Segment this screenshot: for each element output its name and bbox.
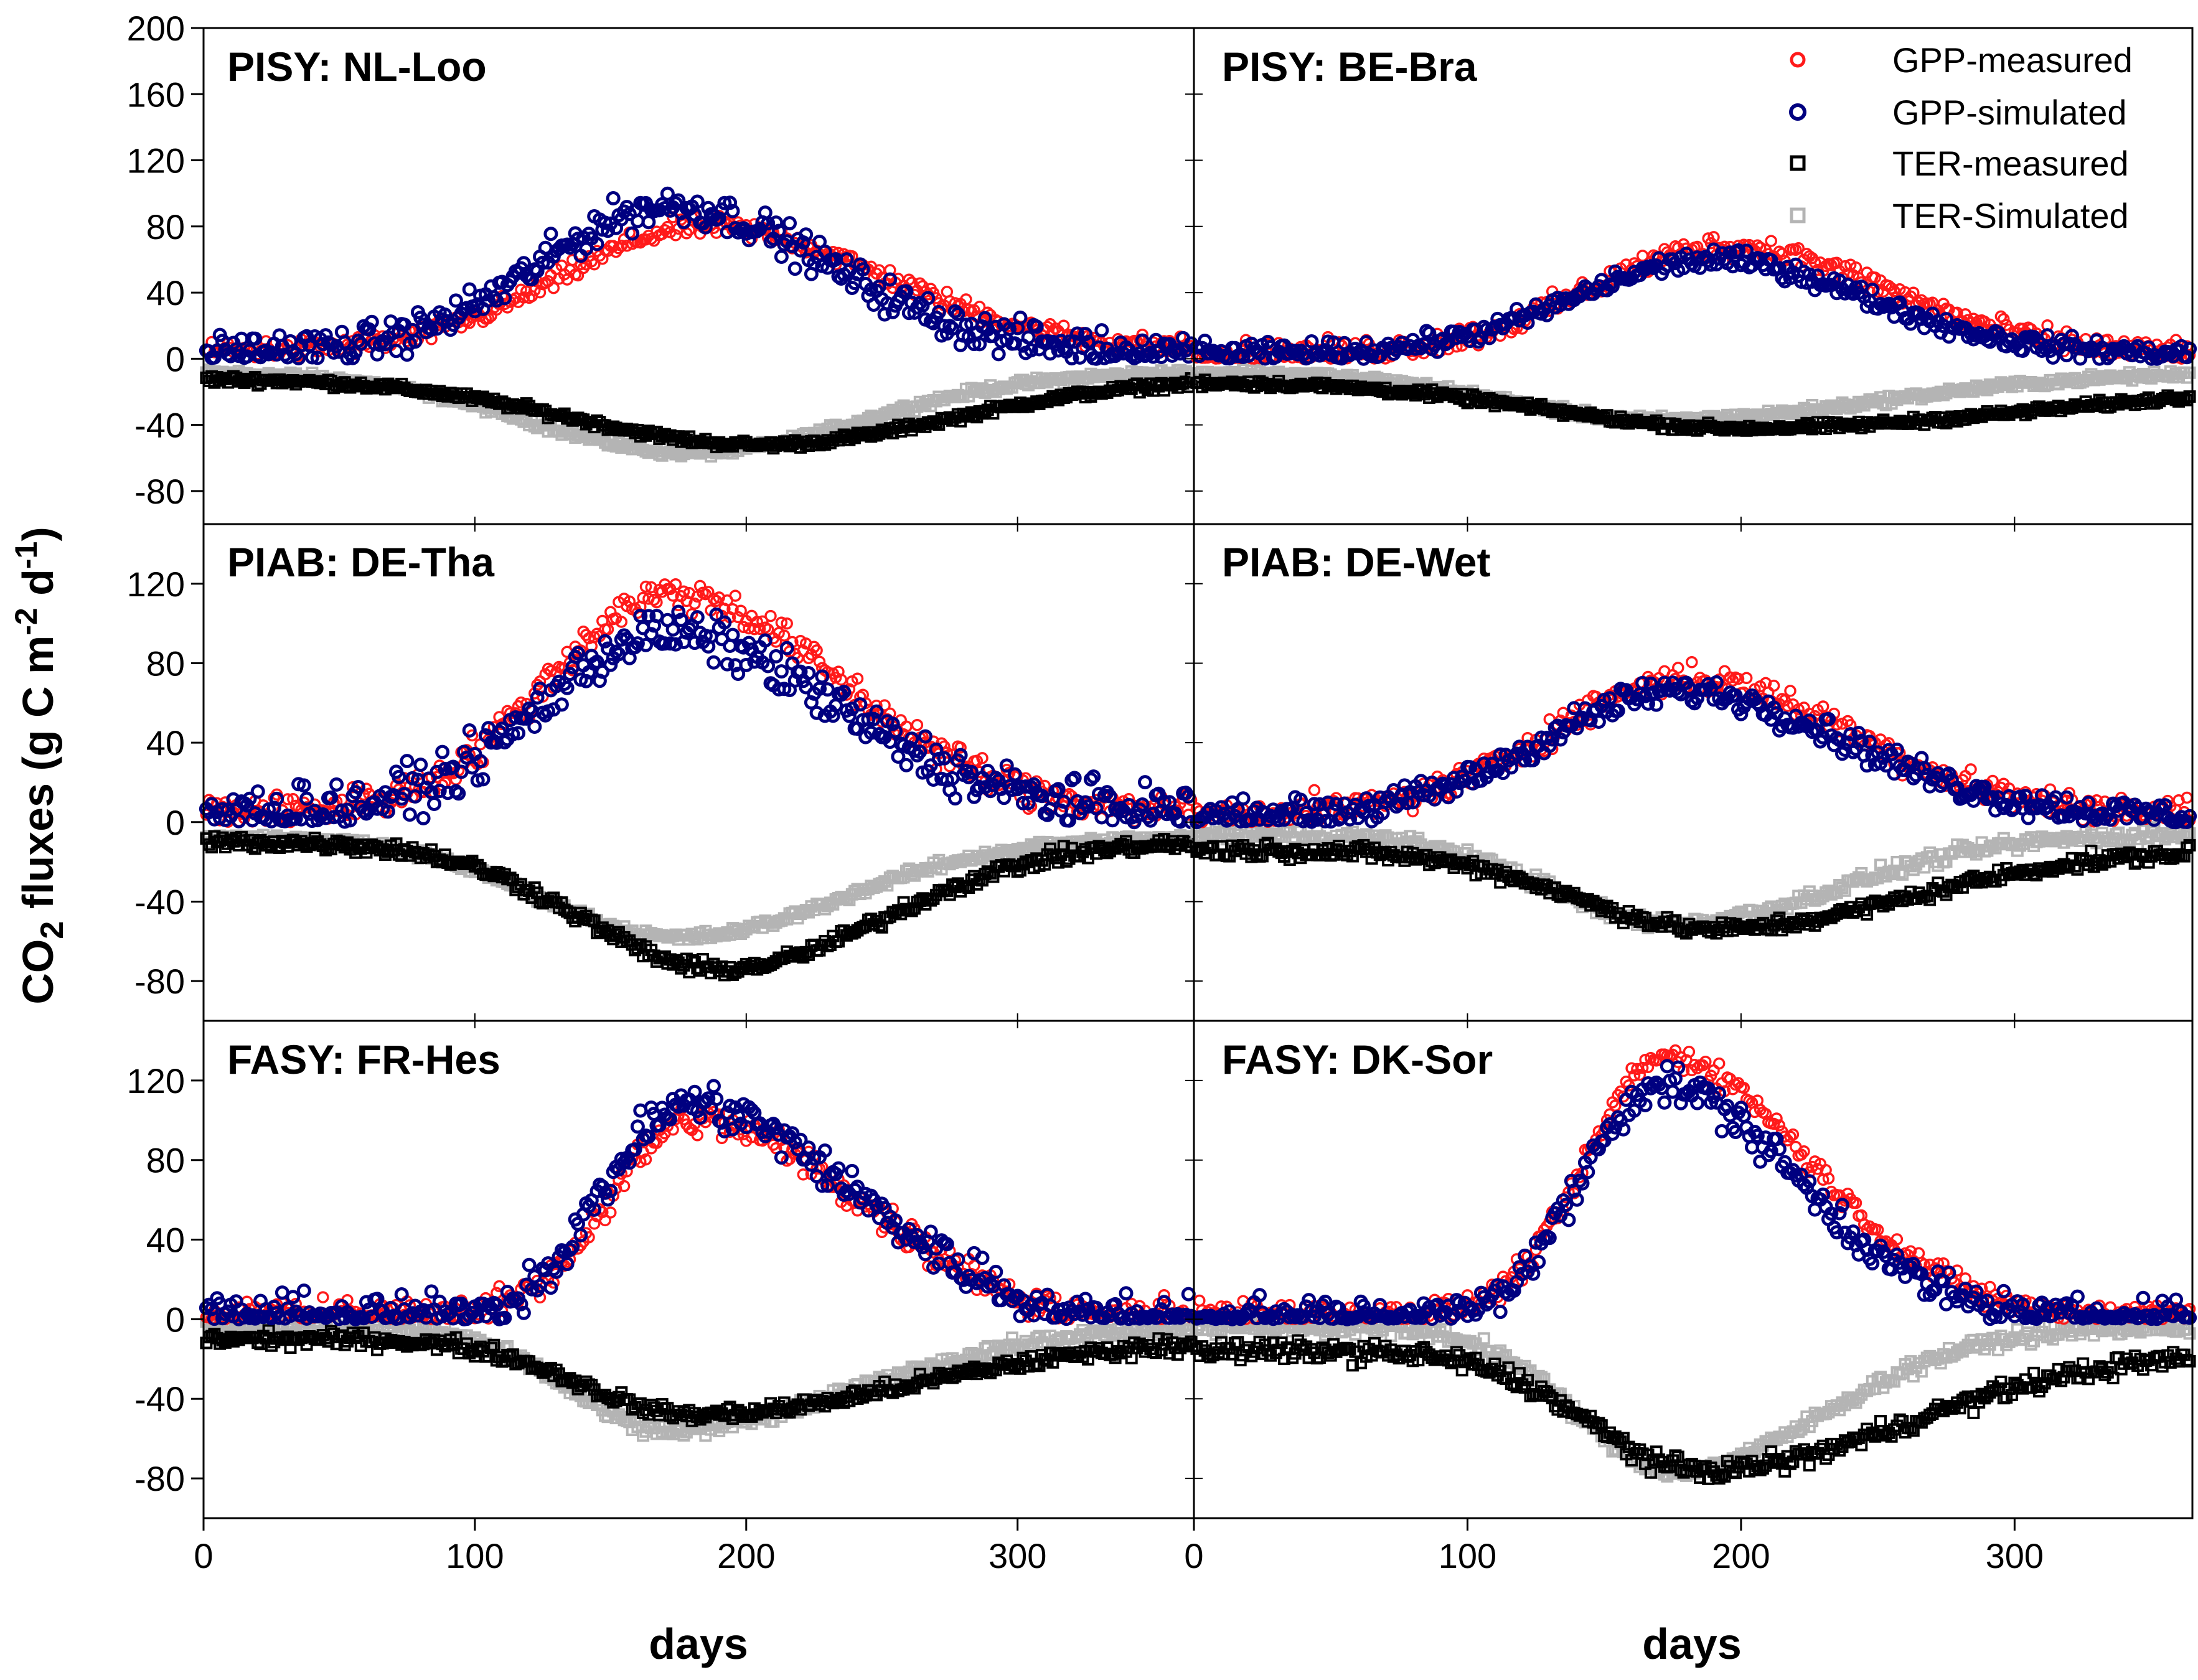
point-gpp-measured <box>973 301 986 313</box>
point-gpp-simulated <box>291 351 306 365</box>
point-gpp-simulated <box>771 223 786 238</box>
point-gpp-simulated <box>763 234 778 249</box>
point-gpp-measured <box>659 223 671 237</box>
point-gpp-simulated <box>951 307 965 321</box>
point-gpp-simulated <box>248 331 263 346</box>
point-gpp-simulated <box>660 186 675 201</box>
point-gpp-simulated <box>310 350 325 365</box>
point-gpp-simulated <box>579 242 594 256</box>
point-gpp-measured <box>669 229 682 242</box>
point-gpp-simulated <box>671 193 686 208</box>
point-gpp-simulated <box>774 250 789 264</box>
point-gpp-simulated <box>467 304 482 319</box>
point-gpp-simulated <box>497 291 512 306</box>
point-gpp-simulated <box>606 191 621 205</box>
point-gpp-simulated <box>799 227 814 242</box>
point-gpp-simulated <box>535 255 550 270</box>
point-gpp-simulated <box>972 337 987 352</box>
point-gpp-simulated <box>947 304 962 319</box>
point-gpp-simulated <box>937 319 952 334</box>
point-gpp-simulated <box>362 322 377 337</box>
point-gpp-simulated <box>787 261 802 276</box>
point-gpp-simulated <box>883 272 898 287</box>
point-gpp-simulated <box>413 311 428 325</box>
point-gpp-simulated <box>598 215 613 230</box>
point-gpp-simulated <box>378 337 393 352</box>
point-gpp-measured <box>1136 328 1148 341</box>
point-gpp-simulated <box>769 215 784 230</box>
point-gpp-simulated <box>807 256 822 271</box>
series-ter-measured-panel-0 <box>200 370 1198 455</box>
point-gpp-simulated <box>782 216 797 231</box>
point-gpp-simulated <box>589 237 604 251</box>
point-gpp-simulated <box>354 336 369 351</box>
point-gpp-simulated <box>677 215 691 230</box>
point-gpp-simulated <box>899 284 914 299</box>
point-gpp-simulated <box>871 279 886 294</box>
point-gpp-simulated <box>855 262 870 277</box>
point-gpp-measured <box>615 240 628 252</box>
point-gpp-simulated <box>516 256 531 271</box>
series-gpp-simulated-panel-0 <box>199 186 1199 366</box>
point-gpp-simulated <box>698 220 713 235</box>
point-gpp-simulated <box>761 216 776 231</box>
point-gpp-simulated <box>438 307 453 322</box>
point-gpp-measured <box>547 281 560 294</box>
point-gpp-simulated <box>364 314 379 329</box>
point-gpp-simulated <box>408 334 423 349</box>
point-gpp-simulated <box>690 194 705 209</box>
point-gpp-simulated <box>921 291 936 306</box>
point-gpp-simulated <box>723 195 738 210</box>
point-gpp-simulated <box>725 204 740 218</box>
point-gpp-simulated <box>337 335 352 350</box>
point-gpp-simulated <box>448 293 463 308</box>
point-gpp-simulated <box>796 235 810 250</box>
point-gpp-simulated <box>945 321 960 336</box>
point-gpp-simulated <box>625 226 640 241</box>
point-gpp-measured <box>1058 319 1070 332</box>
point-gpp-measured <box>588 258 601 271</box>
point-gpp-measured <box>607 240 619 253</box>
point-gpp-simulated <box>207 350 222 365</box>
point-gpp-simulated <box>601 223 615 238</box>
point-gpp-simulated <box>793 243 808 258</box>
point-gpp-simulated <box>931 304 946 319</box>
point-gpp-simulated <box>462 282 477 297</box>
point-gpp-simulated <box>991 347 1006 362</box>
point-gpp-simulated <box>717 195 732 210</box>
point-gpp-measured <box>914 277 926 289</box>
chart-marks <box>199 186 2197 1485</box>
point-gpp-simulated <box>989 319 1003 334</box>
point-gpp-measured <box>585 255 598 268</box>
point-gpp-measured <box>903 273 916 286</box>
point-gpp-measured <box>517 291 530 304</box>
point-gpp-simulated <box>543 227 558 242</box>
point-gpp-simulated <box>489 293 504 308</box>
point-gpp-simulated <box>304 350 319 365</box>
